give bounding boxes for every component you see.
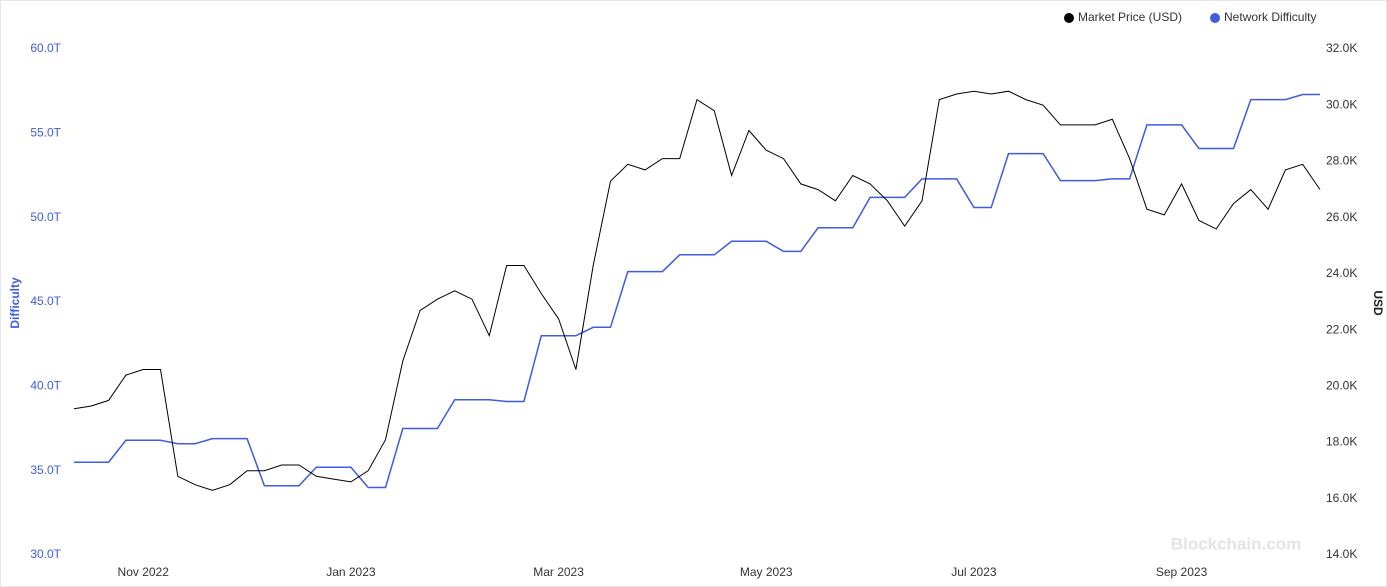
x-tick-label: Sep 2023	[1156, 565, 1208, 579]
y-tick-label: 50.0T	[30, 210, 61, 224]
y2-tick-label: 16.0K	[1326, 491, 1357, 505]
legend-marker	[1064, 13, 1074, 23]
legend-label: Market Price (USD)	[1078, 10, 1182, 24]
y2-tick-label: 18.0K	[1326, 435, 1357, 449]
y-axis-title: Difficulty	[8, 277, 22, 329]
y-tick-label: 30.0T	[30, 547, 61, 561]
x-tick-label: May 2023	[740, 565, 793, 579]
x-tick-label: Mar 2023	[533, 565, 584, 579]
legend-marker	[1210, 13, 1221, 23]
y2-tick-label: 20.0K	[1326, 379, 1357, 393]
series-line	[73, 90, 1321, 491]
legend-label: Network Difficulty	[1224, 10, 1316, 24]
y2-tick-label: 26.0K	[1326, 210, 1357, 224]
x-tick-label: Jan 2023	[326, 565, 376, 579]
y2-axis-title: USD	[1371, 290, 1385, 316]
y2-tick-label: 28.0K	[1326, 154, 1357, 168]
y2-tick-label: 30.0K	[1326, 97, 1357, 111]
watermark: Blockchain.com	[1171, 534, 1301, 553]
y2-tick-label: 32.0K	[1326, 41, 1357, 55]
y-tick-label: 35.0T	[30, 463, 61, 477]
y-tick-label: 40.0T	[30, 379, 61, 393]
series-line	[74, 93, 1320, 489]
y2-tick-label: 14.0K	[1326, 547, 1357, 561]
y-tick-label: 45.0T	[30, 294, 61, 308]
x-tick-label: Nov 2022	[118, 565, 170, 579]
y2-tick-label: 22.0K	[1326, 322, 1357, 336]
x-tick-label: Jul 2023	[951, 565, 997, 579]
y2-tick-label: 24.0K	[1326, 266, 1357, 280]
y-tick-label: 55.0T	[30, 126, 61, 140]
y-tick-label: 60.0T	[30, 41, 61, 55]
